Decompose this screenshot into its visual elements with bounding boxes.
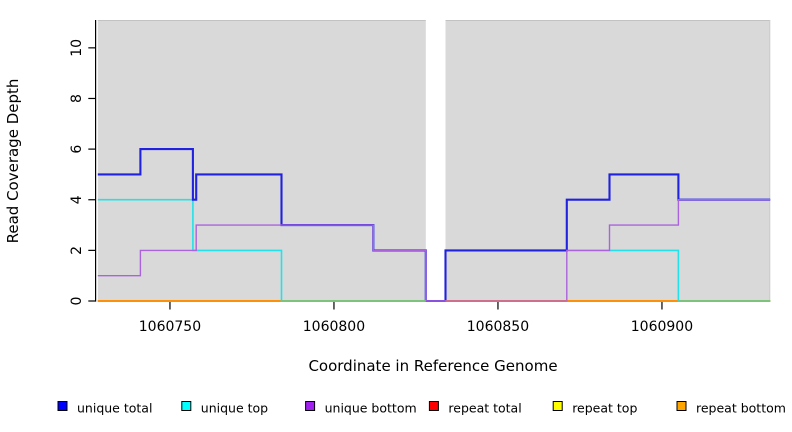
legend-swatch-unique-bottom — [305, 401, 316, 411]
legend-item-unique-bottom: unique bottom — [305, 401, 417, 416]
legend-label: unique top — [201, 401, 268, 416]
y-tick-label: 0 — [69, 297, 85, 306]
x-axis-title: Coordinate in Reference Genome — [308, 357, 557, 375]
legend-swatch-repeat-total — [428, 401, 439, 411]
y-axis-title: Read Coverage Depth — [4, 79, 22, 244]
x-tick-label: 1060800 — [303, 319, 365, 335]
legend-swatch-unique-total — [57, 401, 68, 411]
legend-label: repeat top — [572, 401, 637, 416]
legend-item-unique-top: unique top — [181, 401, 268, 416]
legend-label: repeat total — [448, 401, 521, 416]
legend-swatch-repeat-bottom — [676, 401, 687, 411]
legend-swatch-repeat-top — [552, 401, 563, 411]
legend-label: unique bottom — [325, 401, 417, 416]
y-tick-label: 4 — [69, 195, 85, 204]
legend-item-repeat-total: repeat total — [428, 401, 522, 416]
y-tick-label: 8 — [69, 94, 85, 103]
x-tick-label: 1060750 — [139, 319, 201, 335]
legend-swatch-unique-top — [181, 401, 192, 411]
y-tick-label: 2 — [69, 246, 85, 255]
legend-item-repeat-bottom: repeat bottom — [676, 401, 786, 416]
legend: unique total unique top unique bottom repea… — [57, 401, 786, 416]
y-tick-label: 6 — [69, 145, 85, 154]
plot-area — [97, 20, 771, 303]
axes: 0 2 4 6 8 10 1060750 1060800 1060850 1060900 — [69, 20, 693, 335]
y-tick-label: 10 — [69, 39, 85, 57]
legend-label: unique total — [77, 401, 152, 416]
legend-label: repeat bottom — [696, 401, 786, 416]
series-line-unique-bottom — [97, 199, 771, 302]
no-data-band — [425, 20, 446, 301]
legend-item-repeat-top: repeat top — [552, 401, 637, 416]
x-tick-label: 1060900 — [631, 319, 693, 335]
x-tick-label: 1060850 — [467, 319, 529, 335]
legend-item-unique-total: unique total — [57, 401, 152, 416]
